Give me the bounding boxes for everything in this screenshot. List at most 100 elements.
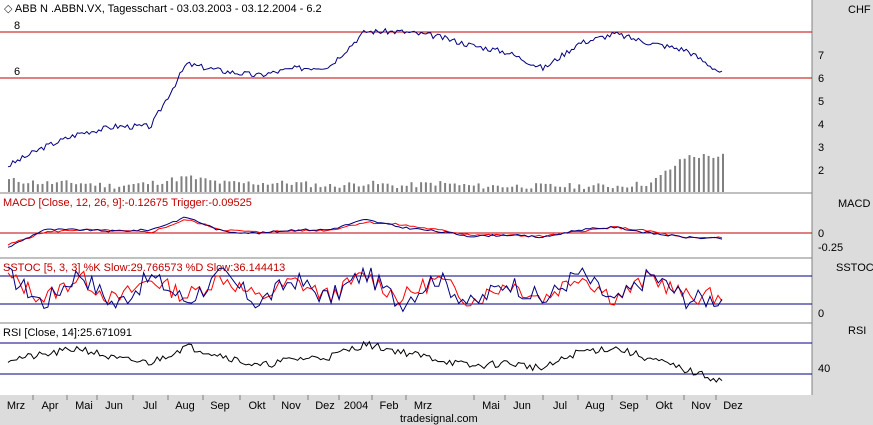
x-tick-label: Sep — [619, 400, 639, 412]
volume-bar — [621, 186, 624, 192]
sstoc-k-line — [7, 266, 723, 313]
volume-bar — [578, 184, 581, 192]
volume-bar — [36, 184, 39, 192]
volume-bar — [147, 184, 149, 192]
volume-bar — [22, 183, 25, 192]
volume-bars — [8, 153, 724, 192]
volume-bar — [127, 184, 130, 192]
volume-bar — [396, 188, 399, 192]
volume-bar — [468, 185, 470, 192]
volume-bar — [492, 185, 494, 192]
volume-bar — [372, 180, 375, 192]
sstoc-panel-label: SSTOC — [836, 262, 873, 274]
volume-bar — [118, 186, 121, 192]
watermark: tradesignal.com — [400, 413, 478, 425]
x-tick-label: Jun — [105, 400, 123, 412]
volume-bar — [698, 158, 700, 192]
volume-bar — [75, 184, 78, 192]
price-tick-7: 7 — [818, 50, 824, 62]
volume-bar — [204, 178, 207, 192]
x-tick-label: Dez — [315, 400, 335, 412]
x-tick-label: Aug — [585, 400, 605, 412]
volume-bar — [367, 184, 370, 192]
volume-bar — [60, 180, 63, 192]
volume-bar — [353, 183, 355, 192]
volume-bar — [295, 182, 298, 192]
volume-bar — [257, 184, 260, 192]
volume-bar — [448, 183, 451, 192]
price-tick-3: 3 — [818, 142, 824, 154]
volume-bar — [214, 180, 217, 192]
volume-bar — [218, 183, 221, 192]
x-axis-months: Mrz Apr Mai Jun Jul Aug Sep Okt Nov Dez 2004 Feb Mrz… — [7, 395, 743, 412]
volume-bar — [410, 182, 413, 192]
volume-bar — [166, 181, 169, 192]
volume-bar — [611, 188, 614, 192]
sstoc-series — [7, 266, 723, 313]
volume-bar — [324, 186, 327, 192]
volume-bar — [702, 154, 705, 192]
volume-bar — [17, 182, 20, 192]
volume-bar — [563, 187, 566, 192]
volume-bar — [554, 186, 557, 192]
volume-bar — [46, 181, 49, 192]
volume-bar — [515, 184, 518, 192]
volume-bar — [424, 182, 427, 192]
macd-series — [7, 216, 723, 248]
volume-bar — [573, 188, 576, 192]
volume-bar — [415, 187, 418, 192]
volume-bar — [386, 183, 389, 192]
price-tick-4: 4 — [818, 119, 824, 131]
volume-bar — [712, 157, 715, 192]
volume-bar — [511, 186, 514, 192]
volume-bar — [123, 185, 125, 192]
macd-tick-neg025: -0.25 — [818, 242, 843, 254]
volume-bar — [482, 188, 485, 192]
volume-bar — [429, 182, 432, 192]
volume-bar — [180, 176, 183, 192]
volume-bar — [616, 185, 619, 192]
volume-bar — [281, 180, 284, 192]
volume-bar — [223, 180, 226, 192]
volume-bar — [99, 182, 101, 192]
volume-bar — [496, 185, 499, 192]
volume-bar — [693, 157, 696, 192]
volume-bar — [190, 175, 193, 192]
volume-bar — [185, 176, 188, 192]
price-line-8-label: 8 — [14, 20, 20, 32]
volume-bar — [530, 188, 533, 192]
volume-bar — [597, 183, 600, 192]
volume-bar — [89, 183, 92, 192]
macd-tick-0: 0 — [818, 228, 824, 240]
x-tick-label: Aug — [175, 400, 195, 412]
volume-bar — [252, 184, 255, 192]
price-line — [7, 27, 723, 168]
rsi-title: RSI [Close, 14]:25.671091 — [3, 327, 132, 339]
price-tick-6: 6 — [818, 73, 824, 85]
rsi-panel-label: RSI — [848, 325, 866, 337]
volume-bar — [262, 183, 264, 192]
volume-bar — [51, 184, 54, 192]
volume-bar — [233, 181, 236, 192]
volume-bar — [348, 182, 351, 192]
volume-bar — [549, 183, 552, 192]
volume-bar — [27, 183, 30, 192]
volume-bar — [12, 178, 15, 192]
volume-bar — [607, 187, 609, 192]
x-tick-label: 2004 — [344, 400, 368, 412]
volume-bar — [487, 186, 490, 192]
x-tick-label: Okt — [248, 400, 265, 412]
x-tick-label: Jul — [553, 400, 567, 412]
volume-bar — [305, 181, 308, 192]
x-tick-label: Apr — [41, 400, 58, 412]
volume-bar — [170, 177, 173, 192]
volume-bar — [137, 183, 140, 192]
rsi-series — [7, 340, 723, 383]
volume-bar — [285, 183, 288, 192]
sstoc-tick-0: 0 — [818, 308, 824, 320]
x-tick-label: Nov — [691, 400, 711, 412]
volume-bar — [635, 181, 638, 192]
volume-bar — [238, 182, 240, 192]
chart-title: ◇ ABB N .ABBN.VX, Tagesschart - 03.03.20… — [4, 3, 322, 15]
